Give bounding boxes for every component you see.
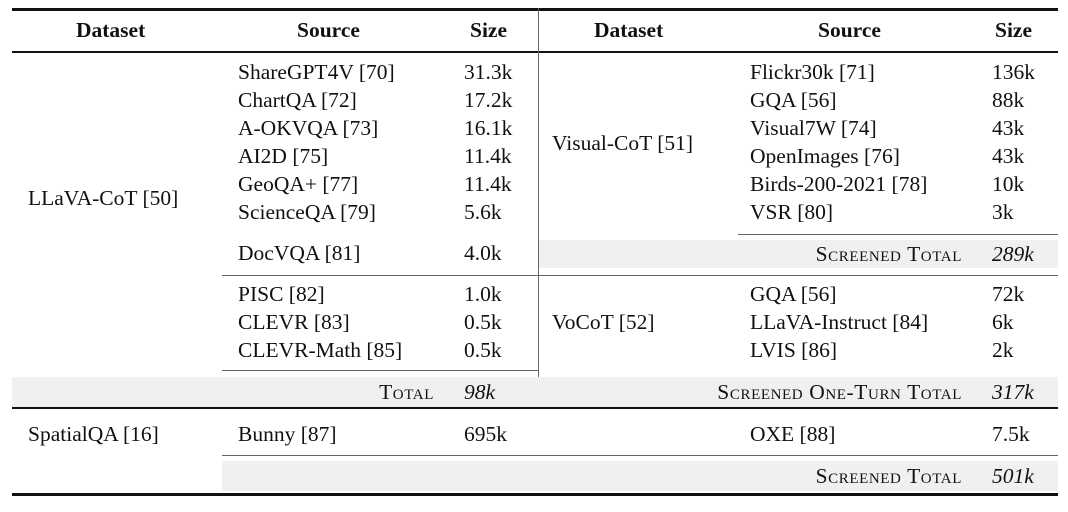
size-cell: 88k <box>992 88 1025 112</box>
vocot-sizes: 72k 6k 2k <box>992 280 1024 364</box>
size-cell: 136k <box>992 60 1035 84</box>
source-cell: VSR [80] <box>750 200 834 224</box>
header-right-source: Source <box>818 18 881 42</box>
source-cell: A-OKVQA [73] <box>238 116 379 140</box>
total-value: 98k <box>464 380 496 404</box>
source-oxe: OXE [88] <box>750 422 836 446</box>
one-turn-total-value: 317k <box>992 380 1034 404</box>
header-left-size: Size <box>470 18 508 42</box>
source-cell: PISC [82] <box>238 282 325 306</box>
llava-group1-sizes: 31.3k 17.2k 16.1k 11.4k 11.4k 5.6k <box>464 58 512 226</box>
one-turn-total-label: Screened One-Turn Total <box>717 380 962 404</box>
header-right-dataset: Dataset <box>594 18 664 42</box>
source-cell: CLEVR-Math [85] <box>238 338 403 362</box>
size-cell: 10k <box>992 172 1025 196</box>
source-cell: LVIS [86] <box>750 338 837 362</box>
source-cell: AI2D [75] <box>238 144 329 168</box>
size-cell: 11.4k <box>464 172 512 196</box>
source-cell: ScienceQA [79] <box>238 200 376 224</box>
header-left-dataset: Dataset <box>76 18 146 42</box>
size-oxe: 7.5k <box>992 422 1030 446</box>
dataset-table: Dataset Source Size Dataset Source Size … <box>12 8 1058 496</box>
rule-before-final-total <box>222 455 1058 456</box>
header-left-source: Source <box>297 18 360 42</box>
dataset-spatialqa: SpatialQA [16] <box>28 422 159 446</box>
size-cell: 6k <box>992 310 1014 334</box>
source-cell: Flickr30k [71] <box>750 60 875 84</box>
rule-after-docvqa <box>222 275 538 276</box>
bottom-rule <box>12 493 1058 496</box>
llava-group3-sources: PISC [82] CLEVR [83] CLEVR-Math [85] <box>238 280 402 364</box>
source-cell: Visual7W [74] <box>750 116 877 140</box>
top-rule <box>12 8 1058 11</box>
size-bunny: 695k <box>464 422 507 446</box>
rule-visualcot-total <box>738 234 1058 235</box>
rule-after-visualcot <box>538 275 1058 276</box>
size-cell: 43k <box>992 144 1025 168</box>
size-cell: 43k <box>992 116 1025 140</box>
dataset-visual-cot: Visual-CoT [51] <box>552 131 694 155</box>
llava-group1-sources: ShareGPT4V [70] ChartQA [72] A-OKVQA [73… <box>238 58 395 226</box>
source-cell: ShareGPT4V [70] <box>238 60 395 84</box>
source-cell: GQA [56] <box>750 282 837 306</box>
shade-final-total <box>222 461 1058 491</box>
shade-total-row <box>12 377 1058 407</box>
source-cell: LLaVA-Instruct [84] <box>750 310 929 334</box>
size-cell: 0.5k <box>464 338 502 362</box>
source-cell: OpenImages [76] <box>750 144 900 168</box>
source-cell: ChartQA [72] <box>238 88 357 112</box>
shade-visualcot-total <box>538 240 1058 268</box>
llava-group3-sizes: 1.0k 0.5k 0.5k <box>464 280 502 364</box>
source-docvqa: DocVQA [81] <box>238 241 361 265</box>
source-cell: GeoQA+ [77] <box>238 172 359 196</box>
rule-before-total <box>222 370 538 371</box>
vocot-sources: GQA [56] LLaVA-Instruct [84] LVIS [86] <box>750 280 928 364</box>
size-cell: 31.3k <box>464 60 513 84</box>
header-rule <box>12 51 1058 53</box>
header-right-size: Size <box>995 18 1033 42</box>
size-cell: 72k <box>992 282 1025 306</box>
column-separator <box>538 8 539 377</box>
size-docvqa: 4.0k <box>464 241 502 265</box>
visualcot-total-value: 289k <box>992 242 1034 266</box>
visualcot-total-label: Screened Total <box>815 242 962 266</box>
final-total-value: 501k <box>992 464 1034 488</box>
size-cell: 3k <box>992 200 1014 224</box>
size-cell: 16.1k <box>464 116 513 140</box>
dataset-vocot: VoCoT [52] <box>552 310 655 334</box>
rule-spatialqa-top <box>12 407 1058 409</box>
size-cell: 0.5k <box>464 310 502 334</box>
size-cell: 17.2k <box>464 88 513 112</box>
source-bunny: Bunny [87] <box>238 422 337 446</box>
dataset-llava-cot: LLaVA-CoT [50] <box>28 186 179 210</box>
size-cell: 1.0k <box>464 282 502 306</box>
final-total-label: Screened Total <box>815 464 962 488</box>
source-cell: Birds-200-2021 [78] <box>750 172 928 196</box>
size-cell: 2k <box>992 338 1014 362</box>
total-label: Total <box>379 380 434 404</box>
visualcot-sizes: 136k 88k 43k 43k 10k 3k <box>992 58 1035 226</box>
size-cell: 11.4k <box>464 144 512 168</box>
size-cell: 5.6k <box>464 200 502 224</box>
source-cell: GQA [56] <box>750 88 837 112</box>
visualcot-sources: Flickr30k [71] GQA [56] Visual7W [74] Op… <box>750 58 927 226</box>
source-cell: CLEVR [83] <box>238 310 350 334</box>
